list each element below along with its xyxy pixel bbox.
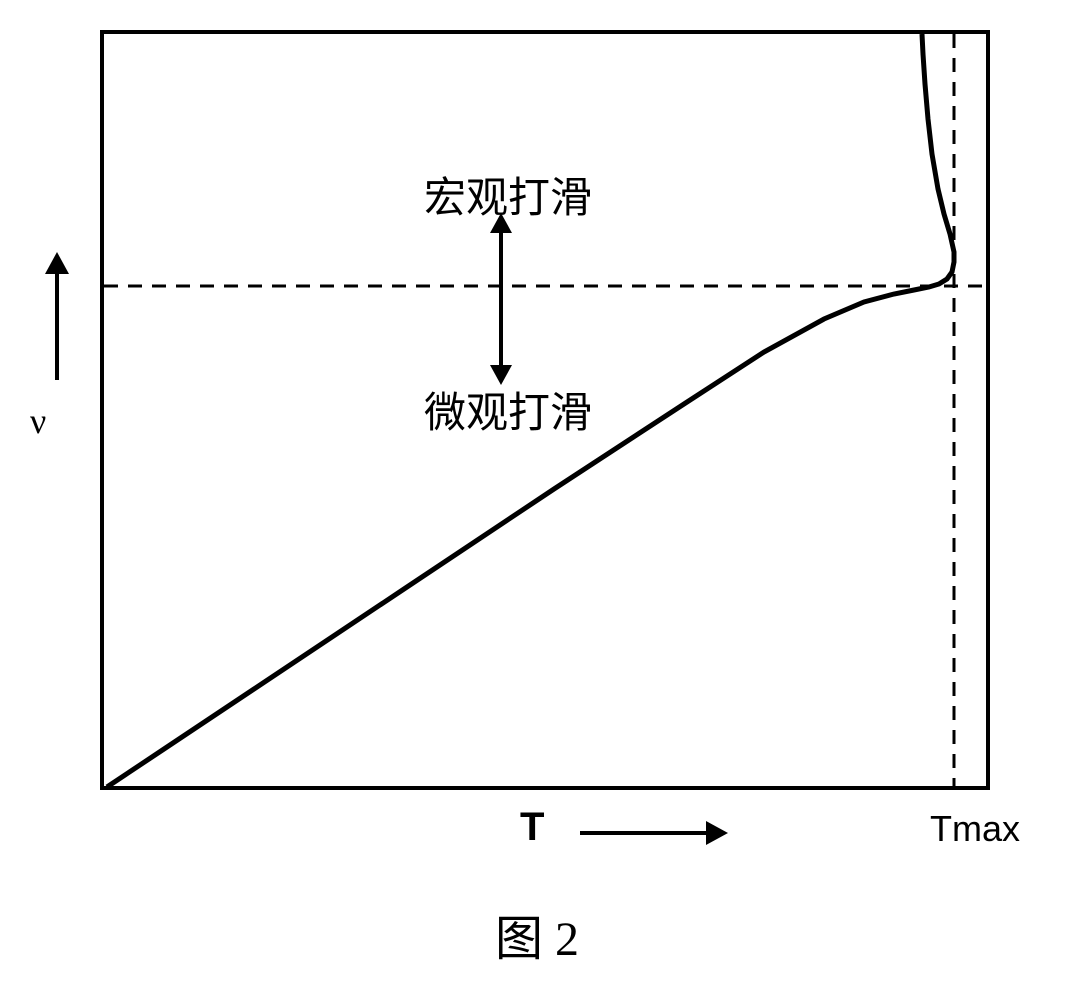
tmax-label: Tmax bbox=[930, 808, 1020, 850]
figure-caption: 图 2 bbox=[0, 899, 1074, 969]
x-axis-arrow bbox=[580, 831, 710, 835]
region-divider-arrow bbox=[499, 229, 503, 369]
chart-container: 宏观打滑 微观打滑 ν T Tmax bbox=[100, 30, 990, 790]
x-axis-label: T bbox=[520, 805, 544, 850]
plot-area: 宏观打滑 微观打滑 bbox=[100, 30, 990, 790]
y-axis-arrow bbox=[55, 270, 59, 380]
y-axis-label: ν bbox=[30, 400, 46, 442]
micro-slip-label: 微观打滑 bbox=[424, 379, 592, 440]
